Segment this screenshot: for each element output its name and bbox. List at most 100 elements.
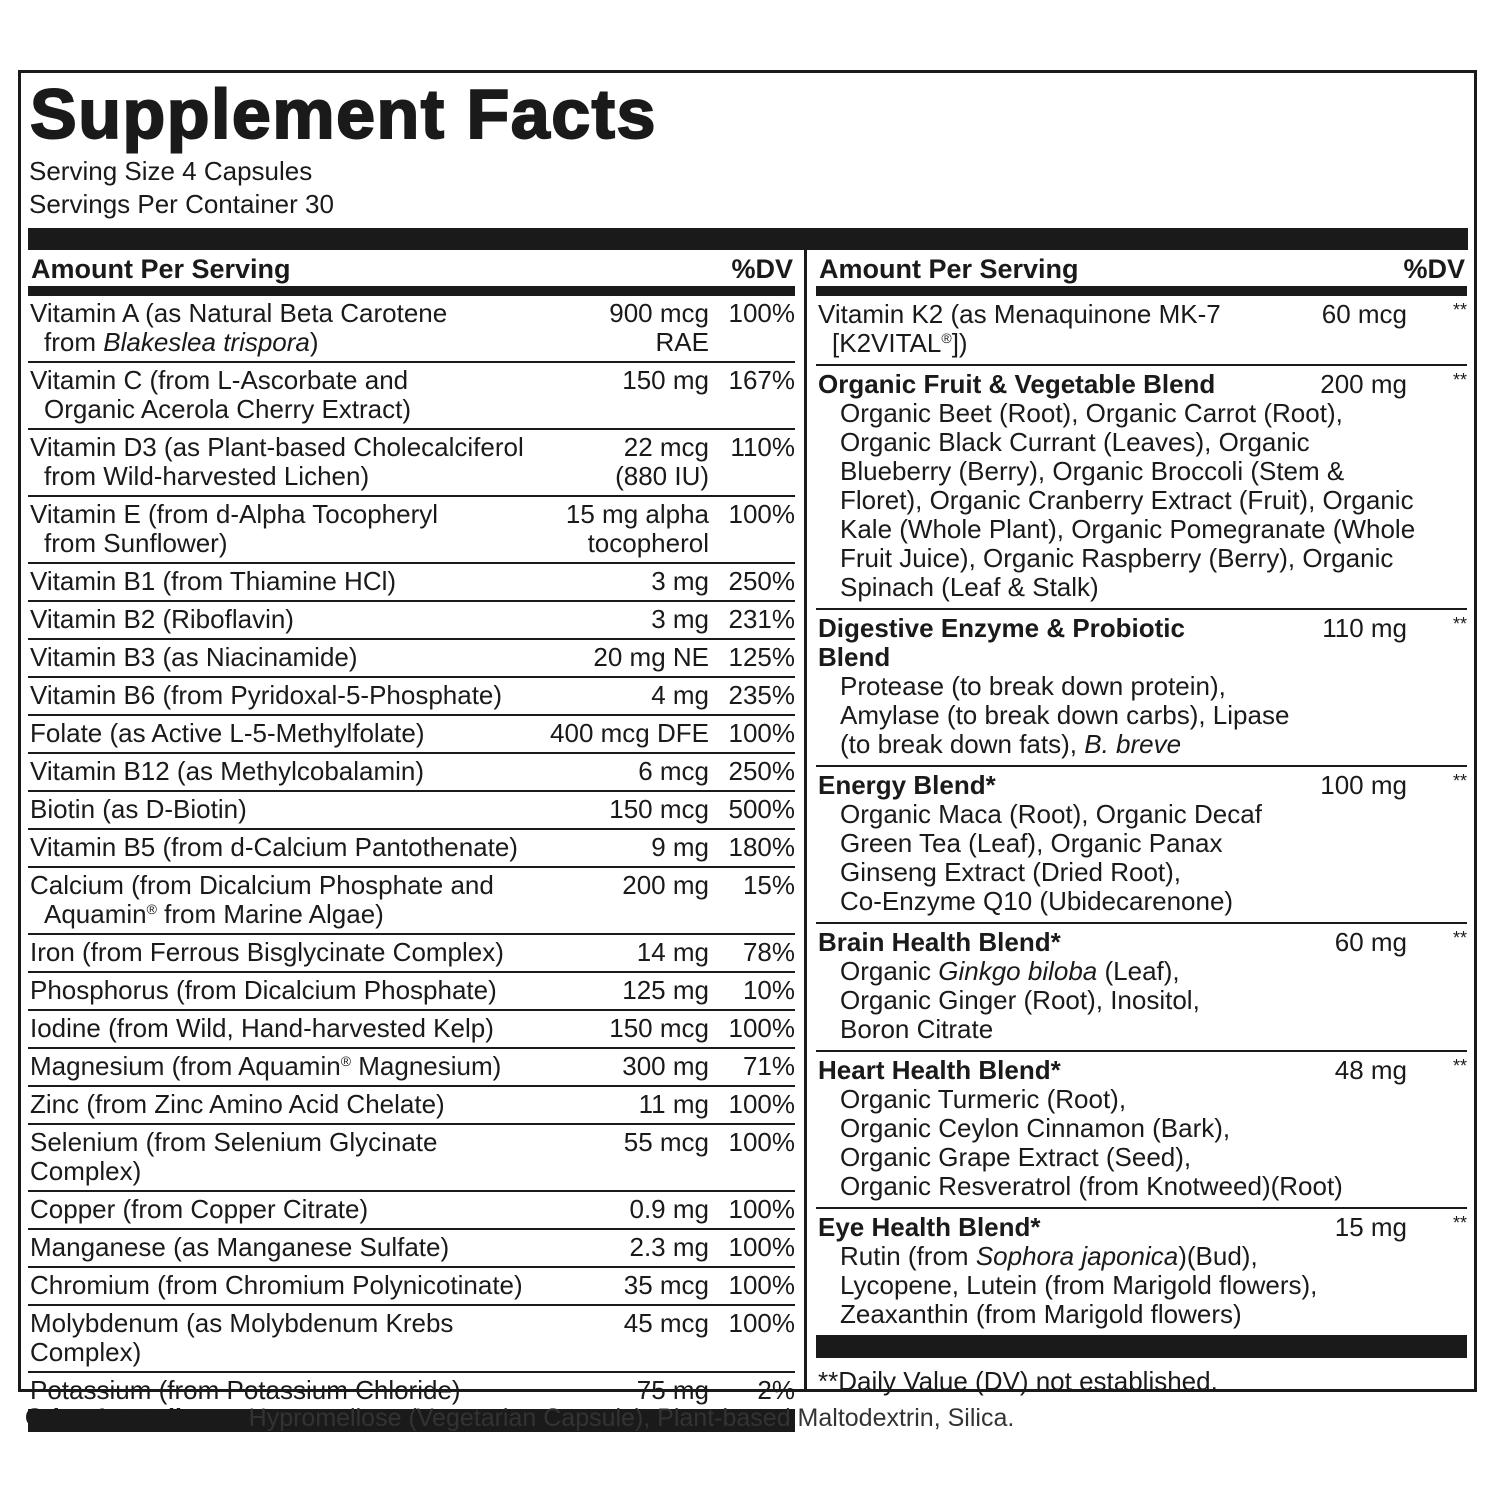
- text-line: Vitamin B5 (from d-Calcium Pantothenate): [30, 832, 518, 862]
- text-line: Zinc (from Zinc Amino Acid Chelate): [30, 1089, 445, 1119]
- footnote: **Daily Value (DV) not established.: [818, 1366, 1218, 1396]
- amount: 0.9 mg: [629, 1194, 710, 1224]
- text-line: Ginseng Extract (Dried Root),: [840, 857, 1182, 887]
- nutrient-name: Vitamin D3 (as Plant-based Cholecalcifer…: [30, 433, 549, 491]
- nutrient-row: Vitamin B6 (from Pyridoxal-5-Phosphate) 4…: [28, 678, 795, 716]
- text-line: Eye Health Blend*: [818, 1212, 1041, 1242]
- thick-rule: [28, 1411, 795, 1432]
- text-line: Green Tea (Leaf), Organic Panax: [840, 828, 1223, 858]
- nutrient-row: Calcium (from Dicalcium Phosphate and Aqu…: [28, 868, 795, 935]
- text-line: Organic Maca (Root), Organic Decaf: [840, 799, 1262, 829]
- nutrient-row: Organic Fruit & Vegetable Blend 200 mg ** O…: [816, 366, 1467, 610]
- amount: 150 mg: [622, 365, 709, 395]
- nutrient-name: Vitamin A (as Natural Beta Carotene from …: [30, 299, 549, 357]
- text-line: Spinach (Leaf & Stalk): [840, 572, 1099, 602]
- text-line: Zeaxanthin (from Marigold flowers): [840, 1299, 1242, 1329]
- text-line: Vitamin B12 (as Methylcobalamin): [30, 756, 425, 786]
- other-label: Other Ingredients:: [25, 1404, 242, 1432]
- text-line: Organic Turmeric (Root),: [840, 1084, 1127, 1114]
- nutrient-row: Biotin (as D-Biotin) 150 mcg 500%: [28, 792, 795, 830]
- text-line: Vitamin E (from d-Alpha Tocopheryl: [30, 499, 439, 529]
- nutrient-name: Vitamin B2 (Riboflavin): [30, 605, 549, 634]
- italic-text: B. breve: [1084, 729, 1182, 759]
- text-line: Calcium (from Dicalcium Phosphate and: [30, 870, 494, 900]
- text-segment: from Marine Algae): [156, 899, 384, 929]
- daily-value: 250%: [728, 566, 796, 596]
- blend-ingredients: Organic Ginkgo biloba (Leaf), Organic Gin…: [818, 957, 1467, 1044]
- text-line: (880 IU): [615, 461, 709, 491]
- amount: 200 mg: [1320, 369, 1407, 399]
- amount: 20 mg NE: [593, 642, 709, 672]
- amount: 150 mcg: [609, 1013, 709, 1043]
- text-line: Fruit Juice), Organic Raspberry (Berry),…: [840, 543, 1394, 573]
- text-line: Copper (from Copper Citrate): [30, 1194, 369, 1224]
- amount: 200 mg: [622, 870, 709, 900]
- text-line: Boron Citrate: [840, 1014, 994, 1044]
- amount: 11 mg: [638, 1089, 709, 1119]
- text-line: Organic Ceylon Cinnamon (Bark),: [840, 1113, 1231, 1143]
- amount: 15 mg alpha tocopherol: [549, 500, 709, 558]
- nutrient-name: Potassium (from Potassium Chloride): [30, 1376, 549, 1405]
- text-segment: ): [309, 327, 319, 357]
- column-header: Amount Per Serving %DV: [28, 250, 795, 296]
- text-line: Energy Blend*: [818, 770, 996, 800]
- superscript: ®: [941, 330, 952, 346]
- nutrient-row: Vitamin B5 (from d-Calcium Pantothenate)…: [28, 830, 795, 868]
- text-line: Vitamin A (as Natural Beta Carotene: [30, 298, 448, 328]
- text-line: Vitamin B2 (Riboflavin): [30, 604, 294, 634]
- nutrient-name: Organic Fruit & Vegetable Blend: [818, 370, 1257, 399]
- amount: 100 mg: [1320, 770, 1407, 800]
- nutrient-row: Vitamin C (from L-Ascorbate and Organic A…: [28, 363, 795, 430]
- nutrient-row: Iodine (from Wild, Hand-harvested Kelp) 1…: [28, 1011, 795, 1049]
- text-segment: (Leaf),: [1097, 956, 1180, 986]
- nutrient-name: Iodine (from Wild, Hand-harvested Kelp): [30, 1014, 549, 1043]
- italic-text: Ginkgo biloba: [938, 956, 1098, 986]
- text-line: 900 mcg: [609, 298, 709, 328]
- text-line: Potassium (from Potassium Chloride): [30, 1375, 461, 1405]
- nutrient-name: Energy Blend*: [818, 771, 1257, 800]
- nutrient-row: Vitamin E (from d-Alpha Tocopheryl from S…: [28, 497, 795, 564]
- text-line: from Wild-harvested Lichen): [44, 461, 370, 491]
- nutrient-row: Brain Health Blend* 60 mg ** Organic Ginkgo…: [816, 924, 1467, 1052]
- daily-value: 2%: [757, 1375, 795, 1405]
- daily-value: 100%: [728, 1127, 796, 1157]
- text-line: [K2VITAL®]): [818, 329, 1257, 358]
- nutrient-row: Phosphorus (from Dicalcium Phosphate) 125…: [28, 973, 795, 1011]
- daily-value: 100%: [728, 1308, 796, 1338]
- text-line: Organic Resveratrol (from Knotweed)(Root…: [840, 1171, 1343, 1201]
- nutrient-row: Vitamin K2 (as Menaquinone MK-7 [K2VITAL®…: [816, 296, 1467, 366]
- blend-ingredients: Protease (to break down protein), Amylase…: [818, 672, 1467, 759]
- nutrient-name: Magnesium (from Aquamin® Magnesium): [30, 1052, 549, 1081]
- nutrient-row: Digestive Enzyme & Probiotic Blend 110 mg…: [816, 610, 1467, 767]
- text-line: RAE: [655, 327, 709, 357]
- daily-value: **: [1452, 614, 1467, 634]
- daily-value: **: [1452, 300, 1467, 320]
- nutrient-name: Vitamin E (from d-Alpha Tocopheryl from S…: [30, 500, 549, 558]
- text-segment: Aquamin: [44, 899, 147, 929]
- amount: 3 mg: [651, 604, 709, 634]
- title: Supplement Facts: [29, 74, 657, 154]
- nutrient-row: Vitamin B3 (as Niacinamide) 20 mg NE 125%: [28, 640, 795, 678]
- text-line: Organic Fruit & Vegetable Blend: [818, 369, 1216, 399]
- superscript: ®: [340, 1053, 352, 1069]
- text-line: Organic Black Currant (Leaves), Organic: [840, 427, 1310, 457]
- text-line: Magnesium (from Aquamin® Magnesium): [30, 1052, 549, 1081]
- text-line: Phosphorus (from Dicalcium Phosphate): [30, 975, 497, 1005]
- nutrient-name: Molybdenum (as Molybdenum Krebs Complex): [30, 1309, 549, 1367]
- daily-value: 100%: [728, 1232, 796, 1262]
- text-line: Molybdenum (as Molybdenum Krebs Complex): [30, 1308, 454, 1367]
- text-line: Organic Ginger (Root), Inositol,: [840, 985, 1200, 1015]
- daily-value: **: [1452, 1056, 1467, 1076]
- amount: 4 mg: [651, 680, 709, 710]
- text-segment: Rutin (from: [840, 1241, 976, 1271]
- text-line: tocopherol: [587, 528, 709, 558]
- amount: 400 mcg DFE: [550, 718, 709, 748]
- superscript: ®: [146, 901, 157, 917]
- text-segment: Magnesium): [351, 1051, 502, 1081]
- text-line: Brain Health Blend*: [818, 927, 1061, 957]
- nutrient-row: Eye Health Blend* 15 mg ** Rutin (from Soph…: [816, 1209, 1467, 1337]
- text-line: Vitamin B3 (as Niacinamide): [30, 642, 358, 672]
- other-text: Hypromellose (Vegetarian Capsule), Plant…: [248, 1404, 1015, 1432]
- left-column: Amount Per Serving %DV Vitamin A (as Natur…: [28, 250, 795, 1432]
